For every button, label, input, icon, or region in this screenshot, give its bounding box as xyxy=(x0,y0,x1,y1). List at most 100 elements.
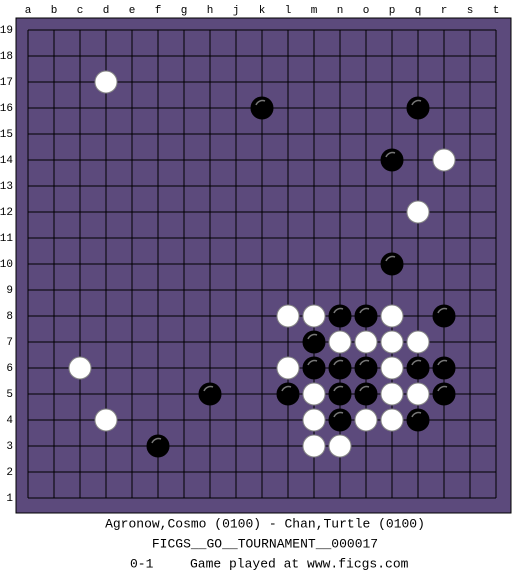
column-label: l xyxy=(285,5,292,17)
column-label: d xyxy=(103,5,110,17)
stone-highlight xyxy=(203,385,214,392)
column-label: n xyxy=(337,5,344,17)
row-label: 4 xyxy=(6,415,13,427)
column-label: t xyxy=(493,5,500,17)
row-label: 13 xyxy=(0,181,13,193)
row-label: 8 xyxy=(6,311,13,323)
white-stone xyxy=(328,330,352,354)
stone-highlight xyxy=(385,151,396,158)
black-stone xyxy=(406,408,430,432)
black-stone xyxy=(250,96,274,120)
row-label: 16 xyxy=(0,103,13,115)
stone-highlight xyxy=(307,333,318,340)
row-label: 14 xyxy=(0,155,13,167)
white-stone xyxy=(68,356,92,380)
white-stone xyxy=(380,330,404,354)
row-label: 12 xyxy=(0,207,13,219)
event: FICGS__GO__TOURNAMENT__000017 xyxy=(152,536,378,551)
black-stone xyxy=(146,434,170,458)
white-stone xyxy=(328,434,352,458)
black-stone xyxy=(406,356,430,380)
stone-highlight xyxy=(437,385,448,392)
white-stone xyxy=(406,330,430,354)
white-stone xyxy=(94,408,118,432)
row-label: 19 xyxy=(0,25,13,37)
row-label: 9 xyxy=(6,285,13,297)
column-label: q xyxy=(415,5,422,17)
white-stone xyxy=(406,200,430,224)
stone-highlight xyxy=(255,99,266,106)
white-stone xyxy=(380,382,404,406)
black-stone xyxy=(328,382,352,406)
stone-highlight xyxy=(151,437,162,444)
stone-highlight xyxy=(437,307,448,314)
stone-highlight xyxy=(333,307,344,314)
white-stone xyxy=(302,434,326,458)
column-label: o xyxy=(363,5,370,17)
column-label: c xyxy=(77,5,84,17)
column-label: m xyxy=(311,5,318,17)
white-stone xyxy=(94,70,118,94)
white-stone xyxy=(302,408,326,432)
row-label: 7 xyxy=(6,337,13,349)
stone-highlight xyxy=(411,99,422,106)
row-label: 5 xyxy=(6,389,13,401)
black-stone xyxy=(198,382,222,406)
black-stone xyxy=(328,408,352,432)
black-stone xyxy=(406,96,430,120)
white-stone xyxy=(354,330,378,354)
stone-highlight xyxy=(437,359,448,366)
black-stone xyxy=(302,356,326,380)
result: 0-1 xyxy=(130,556,154,571)
black-stone xyxy=(380,148,404,172)
stone-highlight xyxy=(359,385,370,392)
white-stone xyxy=(380,304,404,328)
column-label: k xyxy=(259,5,266,17)
column-label: s xyxy=(467,5,474,17)
row-label: 15 xyxy=(0,129,13,141)
stone-highlight xyxy=(333,385,344,392)
black-stone xyxy=(302,330,326,354)
white-stone xyxy=(380,356,404,380)
stone-highlight xyxy=(281,385,292,392)
white-stone xyxy=(302,304,326,328)
black-stone xyxy=(354,382,378,406)
stone-highlight xyxy=(411,359,422,366)
column-label: f xyxy=(155,5,162,17)
row-label: 17 xyxy=(0,77,13,89)
stone-highlight xyxy=(359,307,370,314)
black-stone xyxy=(354,356,378,380)
black-stone xyxy=(276,382,300,406)
column-label: g xyxy=(181,5,188,17)
column-label: p xyxy=(389,5,396,17)
row-label: 18 xyxy=(0,51,13,63)
stone-highlight xyxy=(307,359,318,366)
site: Game played at www.ficgs.com xyxy=(190,556,409,571)
black-stone xyxy=(432,356,456,380)
black-stone xyxy=(328,304,352,328)
row-label: 3 xyxy=(6,441,13,453)
white-stone xyxy=(276,304,300,328)
black-stone xyxy=(328,356,352,380)
row-label: 6 xyxy=(6,363,13,375)
stone-highlight xyxy=(411,411,422,418)
white-stone xyxy=(302,382,326,406)
black-stone xyxy=(380,252,404,276)
column-label: a xyxy=(25,5,32,17)
players: Agronow,Cosmo (0100) - Chan,Turtle (0100… xyxy=(105,516,425,531)
black-stone xyxy=(432,304,456,328)
column-label: h xyxy=(207,5,214,17)
stone-highlight xyxy=(333,359,344,366)
black-stone xyxy=(354,304,378,328)
board-background xyxy=(15,17,512,514)
white-stone xyxy=(406,382,430,406)
column-label: b xyxy=(51,5,58,17)
black-stone xyxy=(432,382,456,406)
stone-highlight xyxy=(385,255,396,262)
row-label: 1 xyxy=(6,493,13,505)
white-stone xyxy=(380,408,404,432)
white-stone xyxy=(354,408,378,432)
row-label: 11 xyxy=(0,233,13,245)
column-label: e xyxy=(129,5,136,17)
